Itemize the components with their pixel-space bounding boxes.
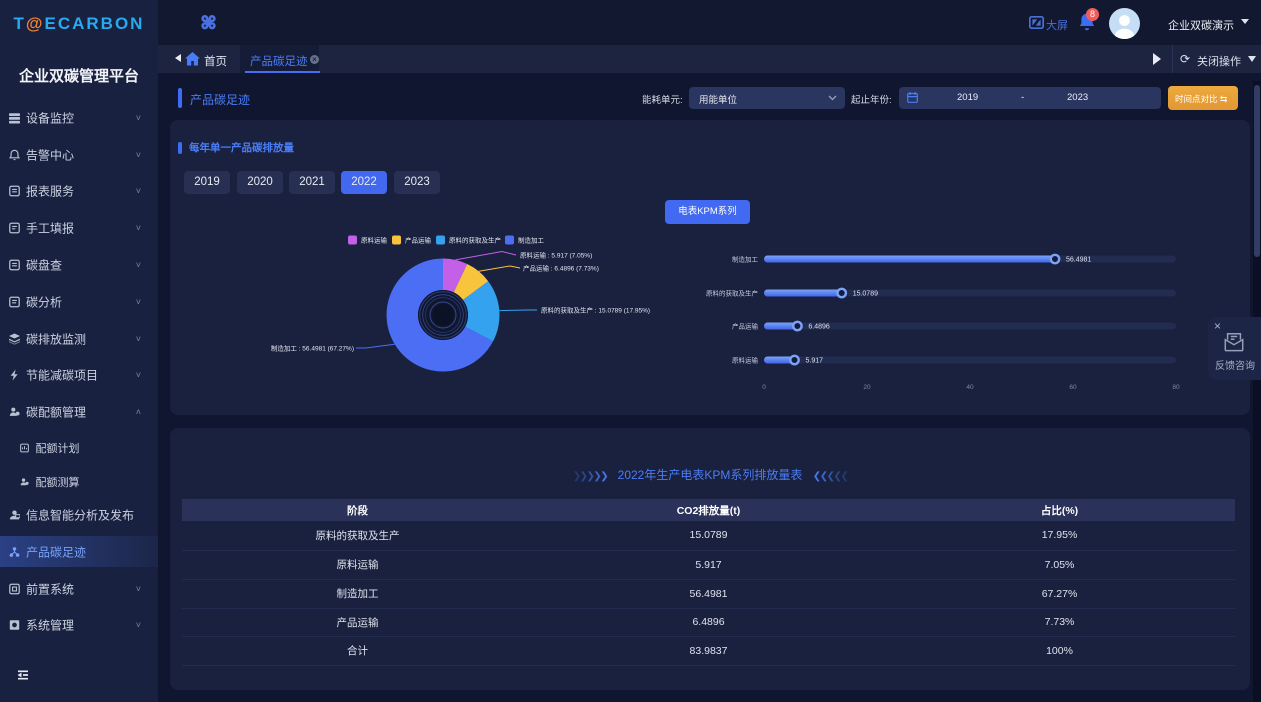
svg-text:原料运输: 原料运输 bbox=[732, 356, 759, 365]
svg-text:原料的获取及生产: 原料的获取及生产 bbox=[706, 289, 759, 298]
svg-text:产品运输: 产品运输 bbox=[405, 236, 432, 245]
svg-text:原料运输 : 5.917 (7.05%): 原料运输 : 5.917 (7.05%) bbox=[520, 251, 592, 260]
svg-text:产品运输 : 6.4896 (7.73%): 产品运输 : 6.4896 (7.73%) bbox=[523, 264, 599, 273]
svg-text:原料运输: 原料运输 bbox=[361, 236, 388, 245]
svg-text:56.4981: 56.4981 bbox=[1066, 257, 1091, 264]
svg-text:20: 20 bbox=[863, 384, 871, 391]
svg-text:产品运输: 产品运输 bbox=[732, 322, 759, 331]
svg-text:原料的获取及生产: 原料的获取及生产 bbox=[449, 236, 502, 245]
svg-text:制造加工: 制造加工 bbox=[732, 255, 759, 264]
svg-text:60: 60 bbox=[1069, 384, 1077, 391]
svg-text:制造加工: 制造加工 bbox=[518, 236, 545, 245]
svg-text:制造加工 : 56.4981 (67.27%): 制造加工 : 56.4981 (67.27%) bbox=[271, 344, 354, 353]
svg-text:原料的获取及生产 : 15.0789 (17.95%): 原料的获取及生产 : 15.0789 (17.95%) bbox=[541, 306, 650, 315]
svg-text:40: 40 bbox=[966, 384, 974, 391]
svg-text:80: 80 bbox=[1172, 384, 1180, 391]
svg-text:5.917: 5.917 bbox=[806, 358, 824, 365]
svg-text:6.4896: 6.4896 bbox=[808, 324, 830, 331]
svg-text:0: 0 bbox=[762, 384, 766, 391]
svg-text:15.0789: 15.0789 bbox=[853, 291, 878, 298]
